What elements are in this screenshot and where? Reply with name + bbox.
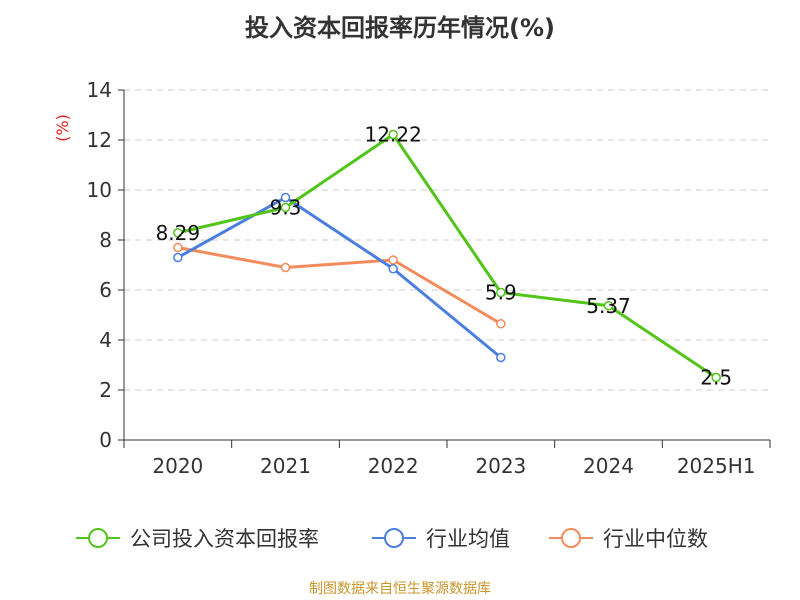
data-point: [173, 242, 183, 253]
chart-title: 投入资本回报率历年情况(%): [245, 14, 555, 42]
source-note: 制图数据来自恒生聚源数据库: [309, 581, 491, 597]
data-label: 8.29: [156, 221, 201, 245]
legend-label: 行业中位数: [603, 527, 708, 551]
y-tick-label: 2: [99, 378, 112, 402]
y-axis-label: (%): [53, 114, 72, 142]
y-tick-label: 12: [87, 128, 112, 152]
y-tick-label: 4: [99, 328, 112, 352]
series-line: [177, 133, 717, 379]
data-point: [388, 255, 398, 265]
data-point: [280, 192, 291, 203]
data-point: [711, 372, 721, 383]
data-point: [496, 352, 506, 363]
x-tick-label: 2024: [583, 454, 634, 478]
data-point: [173, 228, 183, 238]
data-point: [388, 264, 398, 274]
legend-marker: [561, 528, 581, 548]
x-tick-label: 2021: [260, 454, 311, 478]
x-tick-label: 2025H1: [677, 454, 756, 478]
series-line: [177, 196, 502, 359]
y-tick-label: 0: [99, 428, 112, 452]
data-label: 5.9: [485, 281, 517, 305]
data-point: [280, 262, 291, 273]
legend-label: 公司投入资本回报率: [130, 527, 319, 551]
data-label: 9.3: [270, 196, 302, 220]
data-point: [603, 301, 614, 311]
x-tick-label: 2023: [475, 454, 526, 478]
legend-marker: [384, 528, 404, 548]
y-tick-label: 6: [99, 278, 112, 302]
y-tick-label: 10: [87, 178, 112, 202]
y-tick-label: 8: [99, 228, 112, 252]
legend-marker: [88, 528, 108, 548]
data-point: [173, 252, 183, 263]
data-label: 12.22: [365, 123, 422, 147]
y-tick-label: 14: [87, 78, 112, 102]
data-label: 5.37: [586, 294, 631, 318]
series-line: [177, 246, 502, 326]
legend-label: 行业均值: [426, 527, 510, 551]
data-point: [280, 202, 291, 213]
x-tick-label: 2020: [152, 454, 203, 478]
data-label: 2.5: [700, 366, 732, 390]
data-point: [388, 129, 398, 140]
x-tick-label: 2022: [368, 454, 419, 478]
data-point: [496, 319, 506, 329]
data-point: [496, 287, 506, 298]
